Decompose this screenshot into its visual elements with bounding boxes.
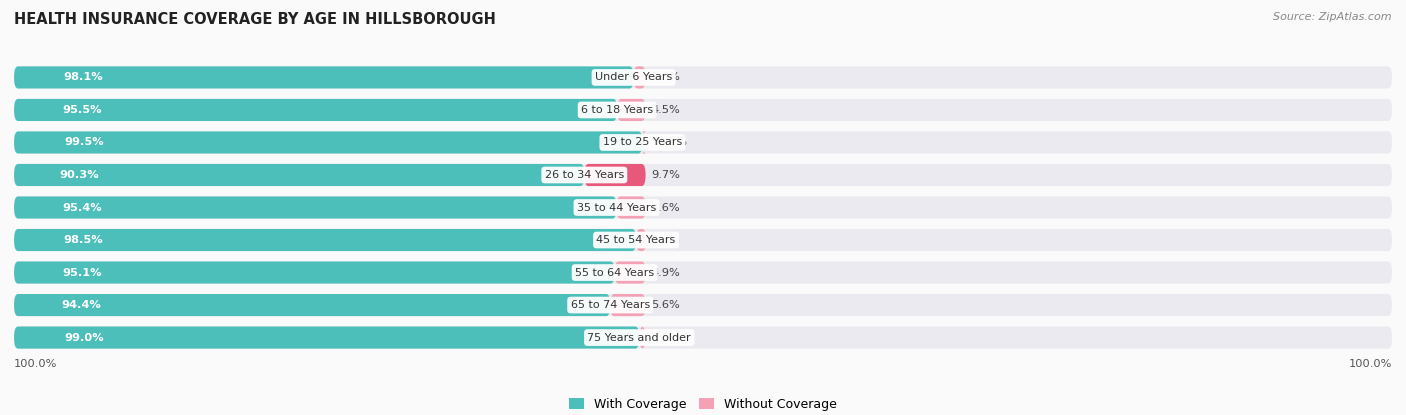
FancyBboxPatch shape xyxy=(14,196,617,219)
Text: 75 Years and older: 75 Years and older xyxy=(588,332,692,342)
Text: 26 to 34 Years: 26 to 34 Years xyxy=(544,170,624,180)
FancyBboxPatch shape xyxy=(640,327,645,349)
FancyBboxPatch shape xyxy=(14,327,640,349)
Text: Source: ZipAtlas.com: Source: ZipAtlas.com xyxy=(1274,12,1392,22)
Text: 55 to 64 Years: 55 to 64 Years xyxy=(575,268,654,278)
Text: 100.0%: 100.0% xyxy=(14,359,58,369)
Text: 100.0%: 100.0% xyxy=(1348,359,1392,369)
FancyBboxPatch shape xyxy=(614,261,645,283)
FancyBboxPatch shape xyxy=(14,196,1392,219)
Text: 9.7%: 9.7% xyxy=(651,170,681,180)
Text: 99.0%: 99.0% xyxy=(65,332,104,342)
Text: 1.9%: 1.9% xyxy=(651,73,681,83)
FancyBboxPatch shape xyxy=(14,132,1392,154)
FancyBboxPatch shape xyxy=(634,66,645,88)
Text: 45 to 54 Years: 45 to 54 Years xyxy=(596,235,676,245)
FancyBboxPatch shape xyxy=(14,66,634,88)
Text: 95.5%: 95.5% xyxy=(62,105,101,115)
Text: Under 6 Years: Under 6 Years xyxy=(595,73,672,83)
Text: 95.1%: 95.1% xyxy=(62,268,101,278)
FancyBboxPatch shape xyxy=(14,261,614,283)
Text: 5.6%: 5.6% xyxy=(651,300,681,310)
Text: 94.4%: 94.4% xyxy=(62,300,101,310)
FancyBboxPatch shape xyxy=(585,164,645,186)
FancyBboxPatch shape xyxy=(617,99,645,121)
FancyBboxPatch shape xyxy=(14,99,617,121)
FancyBboxPatch shape xyxy=(14,294,1392,316)
Text: 6 to 18 Years: 6 to 18 Years xyxy=(581,105,654,115)
FancyBboxPatch shape xyxy=(14,66,1392,88)
Text: 4.9%: 4.9% xyxy=(651,268,681,278)
FancyBboxPatch shape xyxy=(14,132,643,154)
FancyBboxPatch shape xyxy=(14,164,1392,186)
Text: 65 to 74 Years: 65 to 74 Years xyxy=(571,300,650,310)
FancyBboxPatch shape xyxy=(636,229,647,251)
Text: 98.1%: 98.1% xyxy=(63,73,103,83)
Text: 90.3%: 90.3% xyxy=(59,170,100,180)
Text: HEALTH INSURANCE COVERAGE BY AGE IN HILLSBOROUGH: HEALTH INSURANCE COVERAGE BY AGE IN HILL… xyxy=(14,12,496,27)
Text: 95.4%: 95.4% xyxy=(62,203,101,212)
FancyBboxPatch shape xyxy=(641,132,647,154)
Text: 4.5%: 4.5% xyxy=(651,105,681,115)
Text: 99.5%: 99.5% xyxy=(65,137,104,147)
FancyBboxPatch shape xyxy=(14,327,1392,349)
Text: 98.5%: 98.5% xyxy=(63,235,104,245)
FancyBboxPatch shape xyxy=(617,196,645,219)
Text: 1.6%: 1.6% xyxy=(652,235,681,245)
Text: 0.48%: 0.48% xyxy=(651,137,688,147)
FancyBboxPatch shape xyxy=(14,229,636,251)
Text: 1.0%: 1.0% xyxy=(651,332,681,342)
FancyBboxPatch shape xyxy=(14,261,1392,283)
Text: 19 to 25 Years: 19 to 25 Years xyxy=(603,137,682,147)
FancyBboxPatch shape xyxy=(14,294,610,316)
Text: 35 to 44 Years: 35 to 44 Years xyxy=(576,203,657,212)
Legend: With Coverage, Without Coverage: With Coverage, Without Coverage xyxy=(564,393,842,415)
FancyBboxPatch shape xyxy=(14,164,585,186)
Text: 4.6%: 4.6% xyxy=(651,203,681,212)
FancyBboxPatch shape xyxy=(14,229,1392,251)
FancyBboxPatch shape xyxy=(610,294,645,316)
FancyBboxPatch shape xyxy=(14,99,1392,121)
